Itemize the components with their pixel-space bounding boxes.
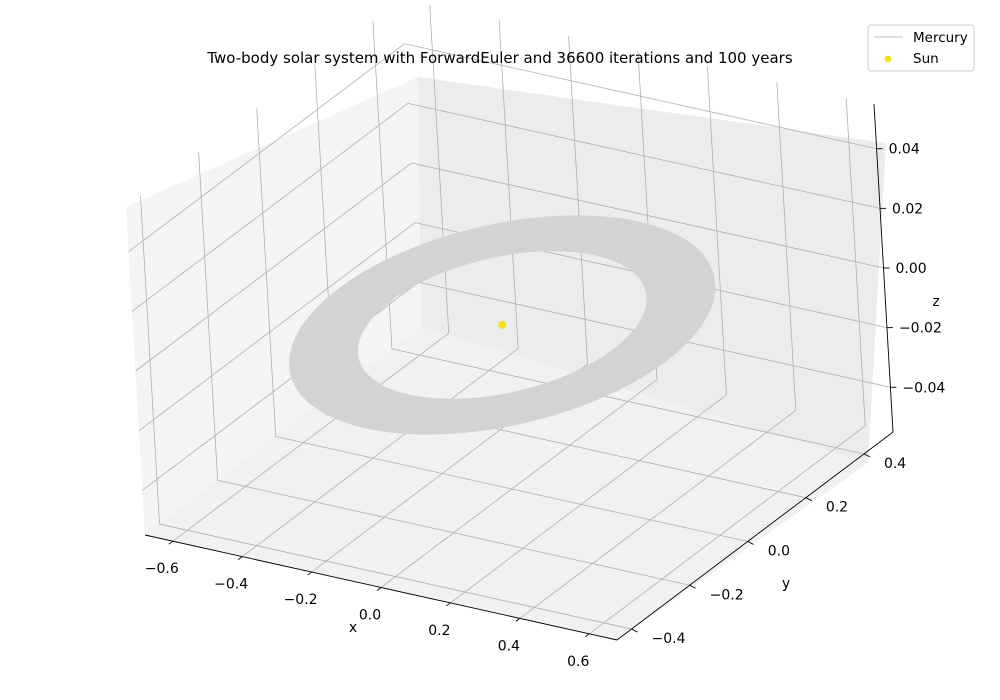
z-side-gridline — [128, 43, 405, 253]
y-tick-mark — [689, 584, 696, 589]
z-tick-labels: −0.04 −0.02 0.00 0.02 0.04 — [889, 142, 946, 397]
x-floor-gridline — [380, 379, 658, 588]
z-back-gridline — [411, 162, 884, 269]
x-tick-mark — [584, 633, 590, 638]
y-tick-label: −0.2 — [710, 587, 744, 603]
mercury-orbit-band — [288, 215, 716, 435]
z-side-gridline — [131, 103, 409, 312]
x-tick-mark — [376, 587, 382, 591]
y-axis-line — [616, 431, 894, 641]
legend: Mercury Sun — [867, 24, 975, 72]
y-floor-gridline — [217, 479, 690, 586]
x-tick-label: 0.4 — [498, 638, 520, 654]
y-tick-mark — [863, 453, 871, 458]
x-floor-gridline — [450, 394, 727, 604]
x-floor-gridline — [241, 348, 519, 557]
y-tick-label: 0.4 — [884, 456, 906, 472]
x-floor-gridline — [588, 425, 866, 635]
x-tick-label: 0.0 — [359, 608, 381, 624]
x-tick-label: −0.6 — [145, 561, 179, 577]
x-tick-label: −0.4 — [214, 577, 248, 593]
x-tick-mark — [307, 571, 312, 576]
z-side-gridline — [135, 162, 412, 372]
x-tick-label: 0.6 — [567, 654, 589, 670]
x-tick-mark — [237, 556, 243, 560]
axis-lines — [144, 103, 897, 641]
y-tick-label: 0.2 — [826, 500, 848, 516]
x-tick-mark — [515, 618, 521, 622]
y-tick-label: 0.0 — [768, 543, 790, 559]
z-tick-label: 0.02 — [892, 201, 923, 217]
z-tick-label: −0.04 — [902, 380, 945, 396]
x-tick-label: 0.2 — [428, 623, 450, 639]
z-tick-label: 0.00 — [896, 261, 927, 277]
x-floor-gridline — [519, 410, 797, 619]
chart-title: Two-body solar system with ForwardEuler … — [206, 49, 792, 67]
legend-sun-swatch — [884, 55, 892, 63]
x-tick-mark — [168, 540, 174, 545]
z-back-gridline — [404, 43, 877, 150]
x-axis-label: x — [349, 620, 357, 636]
x-floor-gridline — [172, 332, 450, 542]
z-tick-label: −0.02 — [899, 321, 942, 337]
grid-lines — [128, 5, 891, 635]
y-tick-label: −0.4 — [652, 631, 686, 647]
x-tick-mark — [446, 602, 451, 607]
y-floor-gridline — [391, 348, 865, 455]
pane-left — [126, 77, 421, 535]
y-tick-labels: −0.4 −0.2 0.0 0.2 0.4 — [652, 456, 907, 647]
z-side-gridline — [138, 222, 416, 431]
legend-sun-label: Sun — [913, 51, 939, 67]
y-floor-gridline — [275, 436, 748, 542]
z-back-gridline — [407, 102, 881, 209]
sun-point — [498, 320, 507, 329]
z-tick-label: 0.04 — [889, 142, 920, 158]
legend-mercury-label: Mercury — [913, 30, 968, 46]
y-tick-mark — [631, 628, 638, 633]
y-tick-mark — [805, 497, 813, 502]
x-tick-label: −0.2 — [284, 592, 318, 608]
z-axis-label: z — [932, 294, 939, 310]
y-tick-mark — [747, 541, 754, 545]
y-axis-label: y — [782, 576, 790, 592]
x-tick-labels: −0.6 −0.4 −0.2 0.0 0.2 0.4 0.6 — [145, 561, 590, 670]
y-floor-gridline — [159, 523, 632, 630]
